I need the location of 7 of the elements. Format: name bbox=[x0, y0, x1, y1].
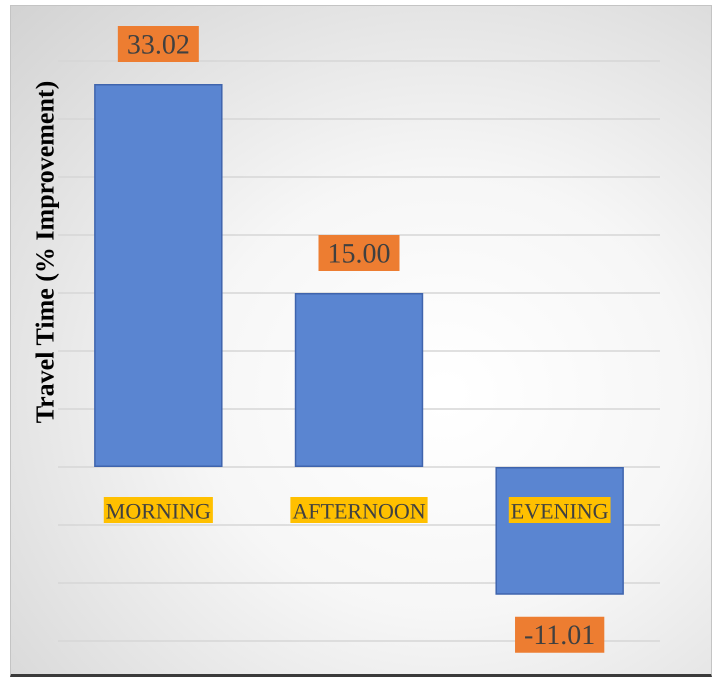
data-label: 15.00 bbox=[328, 238, 390, 270]
data-label: 33.02 bbox=[126, 29, 190, 60]
x-tick-label: EVENING bbox=[510, 498, 609, 524]
data-label: -11.01 bbox=[524, 620, 596, 652]
x-tick-label: MORNING bbox=[106, 498, 211, 524]
y-axis-title: Travel Time (% Improvement) bbox=[30, 80, 60, 424]
x-tick-label: AFTERNOON bbox=[292, 498, 426, 524]
